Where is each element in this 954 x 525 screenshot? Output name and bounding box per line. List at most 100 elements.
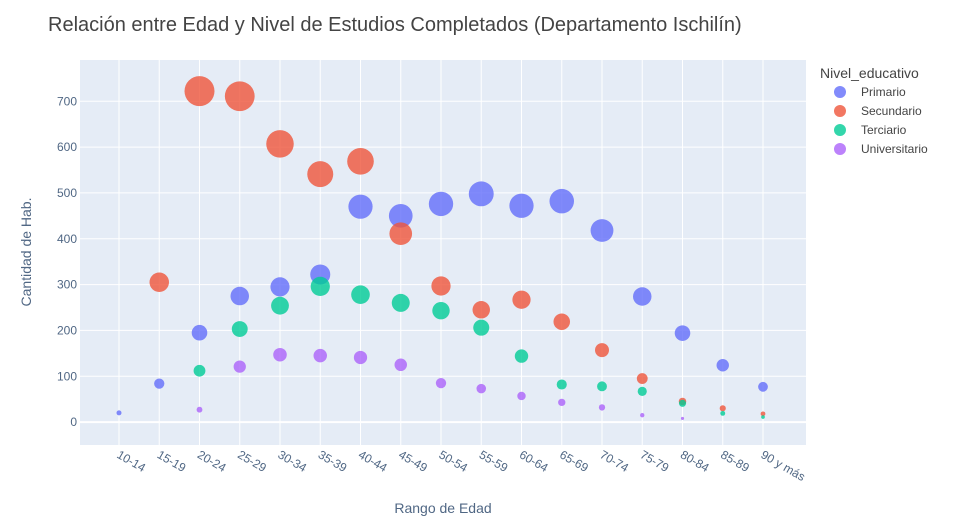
legend-marker-terciario xyxy=(834,124,846,136)
point-primario-50-54[interactable] xyxy=(428,191,454,217)
x-tick-label: 80-84 xyxy=(678,447,712,475)
y-tick-label: 400 xyxy=(57,232,77,246)
y-tick-label: 500 xyxy=(57,186,77,200)
point-secundario-45-49[interactable] xyxy=(389,222,413,246)
point-universitario-50-54[interactable] xyxy=(435,377,447,389)
series-secundario xyxy=(149,76,766,417)
x-tick-label: 90 y más xyxy=(759,447,808,483)
point-universitario-65-69[interactable] xyxy=(558,398,566,407)
point-primario-25-29[interactable] xyxy=(230,286,250,306)
point-primario-15-19[interactable] xyxy=(154,378,165,389)
point-primario-45-49[interactable] xyxy=(388,203,413,228)
legend-label-universitario: Universitario xyxy=(861,142,928,156)
point-primario-40-44[interactable] xyxy=(348,194,373,219)
point-terciario-25-29[interactable] xyxy=(231,321,248,337)
point-terciario-20-24[interactable] xyxy=(193,364,206,377)
point-primario-60-64[interactable] xyxy=(509,193,534,218)
point-terciario-70-74[interactable] xyxy=(597,381,607,392)
point-secundario-30-34[interactable] xyxy=(266,130,294,158)
x-tick-label: 15-19 xyxy=(155,447,189,475)
legend-item-universitario[interactable]: Universitario xyxy=(834,142,928,156)
point-secundario-20-24[interactable] xyxy=(184,76,215,107)
legend-item-secundario[interactable]: Secundario xyxy=(834,104,922,118)
point-secundario-50-54[interactable] xyxy=(431,276,451,296)
point-secundario-25-29[interactable] xyxy=(224,81,255,112)
point-primario-85-89[interactable] xyxy=(716,359,729,372)
x-tick-label: 70-74 xyxy=(598,447,632,475)
point-secundario-70-74[interactable] xyxy=(595,343,609,358)
y-tick-label: 0 xyxy=(70,415,77,429)
point-universitario-75-79[interactable] xyxy=(640,413,645,418)
point-terciario-65-69[interactable] xyxy=(556,379,567,390)
point-primario-90-y-mas[interactable] xyxy=(758,381,768,392)
point-universitario-70-74[interactable] xyxy=(598,404,606,411)
point-secundario-15-19[interactable] xyxy=(149,272,169,293)
point-terciario-55-59[interactable] xyxy=(473,319,490,336)
point-secundario-85-89[interactable] xyxy=(719,405,726,412)
point-terciario-45-49[interactable] xyxy=(391,293,410,312)
y-tick-label: 600 xyxy=(57,140,77,154)
point-primario-20-24[interactable] xyxy=(191,324,208,341)
point-terciario-90-y-mas[interactable] xyxy=(761,415,765,419)
legend-item-terciario[interactable]: Terciario xyxy=(834,123,907,137)
point-primario-10-14[interactable] xyxy=(116,410,122,416)
y-tick-label: 300 xyxy=(57,278,77,292)
chart-title: Relación entre Edad y Nivel de Estudios … xyxy=(48,14,742,36)
point-terciario-50-54[interactable] xyxy=(432,302,450,320)
x-tick-label: 20-24 xyxy=(195,447,229,475)
point-universitario-25-29[interactable] xyxy=(233,360,246,373)
y-axis-title: Cantidad de Hab. xyxy=(18,198,34,307)
point-universitario-55-59[interactable] xyxy=(476,383,487,394)
y-tick-label: 200 xyxy=(57,323,77,337)
x-tick-label: 75-79 xyxy=(638,447,672,475)
x-tick-label: 65-69 xyxy=(557,447,591,475)
point-universitario-45-49[interactable] xyxy=(394,358,407,372)
point-universitario-30-34[interactable] xyxy=(273,347,287,362)
point-universitario-20-24[interactable] xyxy=(196,406,203,413)
x-tick-label: 35-39 xyxy=(316,447,350,475)
point-terciario-30-34[interactable] xyxy=(271,296,289,315)
point-secundario-40-44[interactable] xyxy=(347,147,374,175)
point-terciario-35-39[interactable] xyxy=(310,276,330,297)
legend-marker-secundario xyxy=(834,105,846,117)
point-terciario-40-44[interactable] xyxy=(351,285,370,304)
point-primario-65-69[interactable] xyxy=(549,188,575,214)
point-universitario-60-64[interactable] xyxy=(517,391,526,401)
x-tick-label: 60-64 xyxy=(517,447,551,475)
series-universitario xyxy=(196,347,685,420)
legend-marker-universitario xyxy=(834,143,846,155)
point-secundario-90-y-mas[interactable] xyxy=(760,411,766,417)
y-tick-label: 100 xyxy=(57,369,77,383)
point-primario-55-59[interactable] xyxy=(468,181,494,207)
point-secundario-65-69[interactable] xyxy=(553,313,571,330)
x-tick-label: 55-59 xyxy=(477,447,511,475)
point-terciario-85-89[interactable] xyxy=(720,410,726,416)
point-terciario-80-84[interactable] xyxy=(678,399,687,407)
x-tick-label: 30-34 xyxy=(276,447,310,475)
point-secundario-75-79[interactable] xyxy=(636,373,648,384)
point-secundario-60-64[interactable] xyxy=(512,290,531,309)
point-universitario-40-44[interactable] xyxy=(353,350,368,365)
x-axis-title: Rango de Edad xyxy=(394,500,491,516)
x-tick-label: 10-14 xyxy=(115,447,149,475)
point-universitario-35-39[interactable] xyxy=(313,348,327,363)
point-primario-70-74[interactable] xyxy=(590,219,614,242)
point-secundario-55-59[interactable] xyxy=(472,301,490,319)
point-primario-30-34[interactable] xyxy=(270,277,290,297)
legend[interactable]: Nivel_educativo Primario Secundario Terc… xyxy=(820,65,928,156)
point-terciario-75-79[interactable] xyxy=(637,386,647,396)
legend-item-primario[interactable]: Primario xyxy=(834,85,906,99)
point-secundario-35-39[interactable] xyxy=(307,161,334,188)
legend-label-primario: Primario xyxy=(861,85,906,99)
point-primario-80-84[interactable] xyxy=(674,325,691,341)
y-tick-labels: 0 100 200 300 400 500 600 700 xyxy=(57,94,77,429)
series-terciario xyxy=(193,276,765,419)
legend-marker-primario xyxy=(834,86,846,98)
point-universitario-80-84[interactable] xyxy=(680,416,685,420)
y-tick-label: 700 xyxy=(57,94,77,108)
point-primario-75-79[interactable] xyxy=(633,287,652,306)
legend-label-secundario: Secundario xyxy=(861,104,922,118)
legend-label-terciario: Terciario xyxy=(861,123,907,137)
point-terciario-60-64[interactable] xyxy=(514,349,529,363)
